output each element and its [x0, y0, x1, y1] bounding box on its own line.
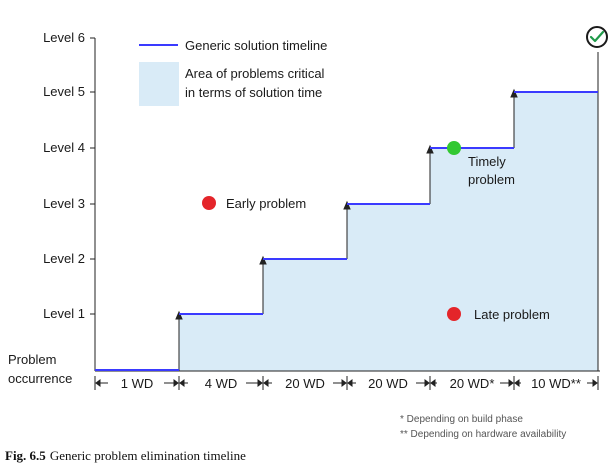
level-1-label: Level 1 — [43, 306, 85, 321]
duration-label-6: 10 WD** — [531, 376, 581, 391]
timely-problem-dot — [447, 141, 461, 155]
solution-timeline — [95, 91, 598, 371]
level-5-label: Level 5 — [43, 84, 85, 99]
level-ticks — [90, 37, 95, 315]
check-circle-icon — [586, 26, 608, 48]
origin-label-line1: Problem — [8, 352, 56, 367]
legend-area-label-line2: in terms of solution time — [185, 85, 322, 100]
duration-label-3: 20 WD — [285, 376, 325, 391]
late-problem-dot — [447, 307, 461, 321]
legend-area-label-line1: Area of problems critical — [185, 66, 325, 81]
duration-label-4: 20 WD — [368, 376, 408, 391]
timely-problem-label-line1: Timely — [468, 154, 506, 169]
level-4-label: Level 4 — [43, 140, 85, 155]
duration-dimension-lines — [95, 379, 598, 387]
footnote-hardware: ** Depending on hardware availability — [400, 429, 566, 440]
step-arrows — [175, 88, 518, 371]
level-3-label: Level 3 — [43, 196, 85, 211]
duration-label-1: 1 WD — [121, 376, 154, 391]
level-2-label: Level 2 — [43, 251, 85, 266]
legend-timeline-label: Generic solution timeline — [185, 38, 327, 53]
timely-problem-label-line2: problem — [468, 172, 515, 187]
duration-label-5: 20 WD* — [450, 376, 495, 391]
critical-area — [95, 92, 598, 371]
early-problem-dot — [202, 196, 216, 210]
figure-caption: Fig. 6.5 Generic problem elimination time… — [5, 448, 246, 463]
figure-number: Fig. 6.5 — [5, 448, 46, 463]
origin-label-line2: occurrence — [8, 371, 72, 386]
level-6-label: Level 6 — [43, 30, 85, 45]
duration-label-2: 4 WD — [205, 376, 238, 391]
legend-area-swatch — [139, 62, 179, 106]
early-problem-label: Early problem — [226, 196, 306, 211]
late-problem-label: Late problem — [474, 307, 550, 322]
duration-ticks — [94, 376, 599, 390]
footnote-build-phase: * Depending on build phase — [400, 414, 523, 425]
figure-title: Generic problem elimination timeline — [50, 448, 246, 463]
